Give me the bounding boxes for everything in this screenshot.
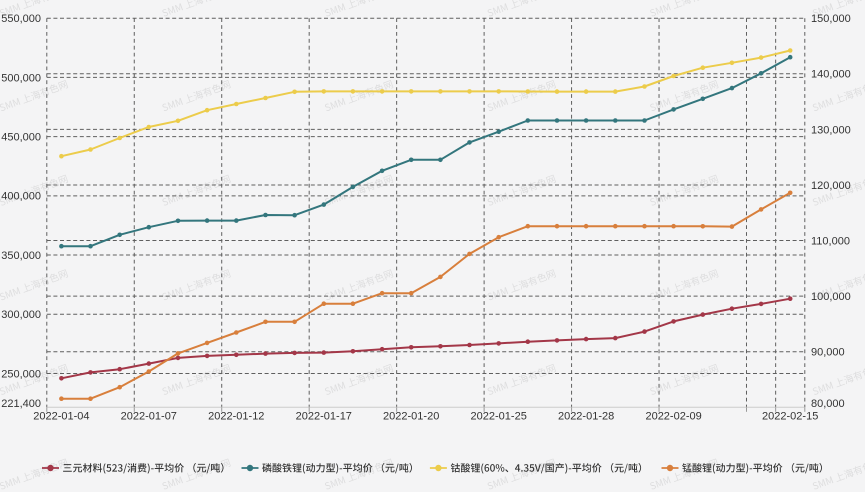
svg-text:2022-01-17: 2022-01-17 (296, 411, 352, 423)
svg-text:221,400: 221,400 (1, 398, 41, 410)
svg-text:2022-01-20: 2022-01-20 (383, 411, 439, 423)
svg-text:2022-01-07: 2022-01-07 (121, 411, 177, 423)
svg-text:450,000: 450,000 (1, 132, 41, 144)
svg-text:100,000: 100,000 (811, 291, 851, 303)
svg-text:250,000: 250,000 (1, 368, 41, 380)
svg-text:120,000: 120,000 (811, 180, 851, 192)
svg-text:130,000: 130,000 (811, 124, 851, 136)
svg-text:90,000: 90,000 (811, 347, 845, 359)
svg-text:550,000: 550,000 (1, 13, 41, 25)
svg-text:2022-02-15: 2022-02-15 (762, 411, 818, 423)
svg-text:2022-01-12: 2022-01-12 (208, 411, 264, 423)
svg-text:300,000: 300,000 (1, 309, 41, 321)
svg-text:80,000: 80,000 (811, 398, 845, 410)
svg-text:350,000: 350,000 (1, 250, 41, 262)
svg-text:2022-02-09: 2022-02-09 (645, 411, 701, 423)
svg-text:400,000: 400,000 (1, 191, 41, 203)
svg-text:110,000: 110,000 (811, 235, 850, 247)
svg-text:2022-01-25: 2022-01-25 (471, 411, 527, 423)
svg-text:500,000: 500,000 (1, 72, 41, 84)
svg-text:140,000: 140,000 (811, 69, 851, 81)
svg-text:2022-01-04: 2022-01-04 (33, 411, 89, 423)
svg-text:150,000: 150,000 (811, 13, 851, 25)
svg-text:2022-01-28: 2022-01-28 (558, 411, 614, 423)
